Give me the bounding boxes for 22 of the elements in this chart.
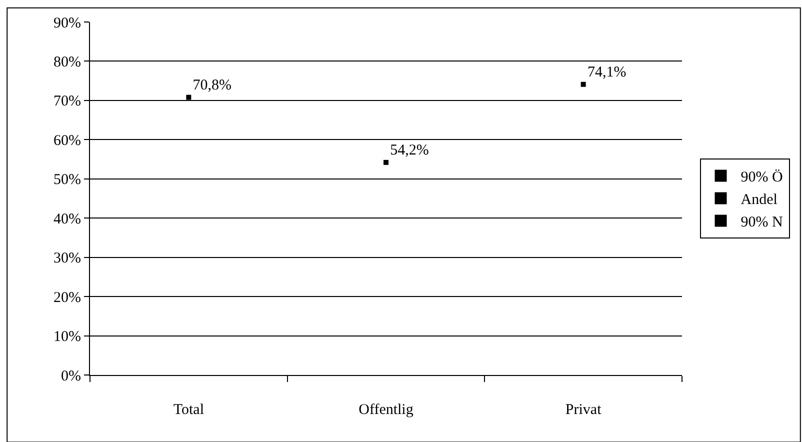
y-tick-label: 80% <box>54 54 81 70</box>
y-tick-label: 10% <box>54 329 81 346</box>
point <box>186 94 192 100</box>
legend-label: 90% Ö <box>740 168 784 186</box>
point <box>384 160 388 165</box>
point <box>580 82 586 87</box>
y-tick-label: 60% <box>54 132 81 149</box>
y-tick-label: 20% <box>54 290 81 306</box>
y-tick-label: 40% <box>54 211 81 228</box>
y-tick-label: 70% <box>54 94 81 110</box>
data-label: 70,8% <box>192 77 232 94</box>
x-tick-label: Privat <box>565 402 602 418</box>
legend-label: Andel <box>740 192 778 208</box>
x-tick-label: Offentlig <box>358 402 414 418</box>
y-tick-label: 0% <box>61 368 81 384</box>
y-tick-label: 50% <box>54 172 81 188</box>
x-tick-label: Total <box>173 402 204 418</box>
legend-label: 90% N <box>740 214 784 231</box>
data-label: 74,1% <box>587 64 626 80</box>
data-label: 54,2% <box>390 142 429 159</box>
y-tick-label: 90% <box>54 15 81 32</box>
y-tick-label: 30% <box>54 250 81 267</box>
